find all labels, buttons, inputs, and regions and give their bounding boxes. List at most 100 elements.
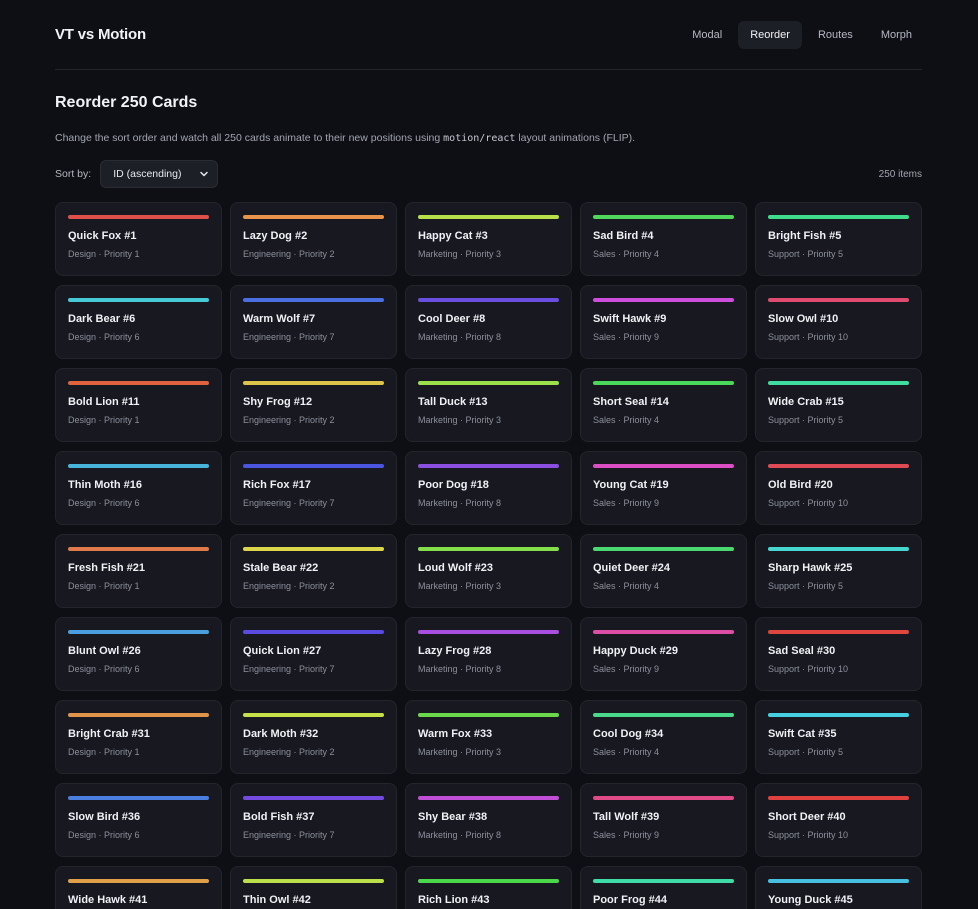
card-meta: Sales · Priority 4 [593,415,660,425]
card-meta: Sales · Priority 4 [593,747,660,757]
card-color-bar [593,879,734,883]
card[interactable]: Cool Deer #8 Marketing · Priority 8 [405,285,572,359]
card[interactable]: Poor Frog #44Sales · Priority 4 [580,866,747,909]
card-color-bar [68,381,209,385]
card[interactable]: Quick Lion #27 Engineering · Priority 7 [230,617,397,691]
card-meta: Support · Priority 10 [768,498,849,508]
sort-label: Sort by: [55,168,92,180]
card-color-bar [243,464,384,468]
card-color-bar [68,298,209,302]
card[interactable]: Short Seal #14 Sales · Priority 4 [580,368,747,442]
card-color-bar [243,215,384,219]
card[interactable]: Swift Cat #35 Support · Priority 5 [755,700,922,774]
nav-routes[interactable]: Routes [817,28,853,41]
card-meta: Engineering · Priority 2 [243,581,335,591]
card-color-bar [768,796,909,800]
card[interactable]: Bright Crab #31 Design · Priority 1 [55,700,222,774]
card[interactable]: Sharp Hawk #25 Support · Priority 5 [755,534,922,608]
card[interactable]: Dark Moth #32 Engineering · Priority 2 [230,700,397,774]
nav-modal[interactable]: Modal [692,28,723,41]
nav-reorder[interactable]: Reorder [738,20,802,49]
card[interactable]: Old Bird #20 Support · Priority 10 [755,451,922,525]
card-title: Sad Bird #4 [593,230,654,242]
card[interactable]: Young Cat #19 Sales · Priority 9 [580,451,747,525]
sort-control: Sort by: ID (ascending) [55,160,219,188]
card[interactable]: Lazy Frog #28 Marketing · Priority 8 [405,617,572,691]
card-title: Thin Moth #16 [68,479,142,491]
card-color-bar [418,630,559,634]
card-meta: Marketing · Priority 3 [418,747,502,757]
card[interactable]: Rich Fox #17 Engineering · Priority 7 [230,451,397,525]
card[interactable]: Warm Wolf #7 Engineering · Priority 7 [230,285,397,359]
card[interactable]: Shy Bear #38 Marketing · Priority 8 [405,783,572,857]
card[interactable]: Warm Fox #33 Marketing · Priority 3 [405,700,572,774]
card-meta: Marketing · Priority 8 [418,498,502,508]
card-meta: Sales · Priority 9 [593,664,660,674]
card[interactable]: Sad Seal #30 Support · Priority 10 [755,617,922,691]
card-title: Short Seal #14 [593,396,669,408]
card-meta: Engineering · Priority 7 [243,664,335,674]
card[interactable]: Tall Duck #13 Marketing · Priority 3 [405,368,572,442]
card-color-bar [593,215,734,219]
card-color-bar [593,796,734,800]
card[interactable]: Shy Frog #12 Engineering · Priority 2 [230,368,397,442]
card-title: Rich Lion #43 [418,894,490,906]
card[interactable]: Thin Moth #16 Design · Priority 6 [55,451,222,525]
card[interactable]: Happy Cat #3 Marketing · Priority 3 [405,202,572,276]
description-text: Change the sort order and watch all 250 … [55,132,444,144]
item-count: 250 items [878,168,922,180]
card-meta: Support · Priority 10 [768,664,849,674]
card[interactable]: Slow Owl #10 Support · Priority 10 [755,285,922,359]
card-title: Blunt Owl #26 [68,645,141,657]
card-color-bar [768,547,909,551]
card-color-bar [418,796,559,800]
nav-morph[interactable]: Morph [880,28,912,41]
card[interactable]: Happy Duck #29 Sales · Priority 9 [580,617,747,691]
card[interactable]: Bright Fish #5 Support · Priority 5 [755,202,922,276]
card[interactable]: Tall Wolf #39 Sales · Priority 9 [580,783,747,857]
card[interactable]: Thin Owl #42Engineering · Priority 2 [230,866,397,909]
card-title: Tall Wolf #39 [593,811,660,823]
card[interactable]: Fresh Fish #21 Design · Priority 1 [55,534,222,608]
card[interactable]: Stale Bear #22 Engineering · Priority 2 [230,534,397,608]
card[interactable]: Cool Dog #34 Sales · Priority 4 [580,700,747,774]
card-meta: Marketing · Priority 3 [418,415,502,425]
card-title: Happy Cat #3 [418,230,488,242]
sort-select[interactable]: ID (ascending) [100,160,219,188]
page-description: Change the sort order and watch all 250 … [55,132,922,144]
card[interactable]: Blunt Owl #26 Design · Priority 6 [55,617,222,691]
card[interactable]: Bold Lion #11 Design · Priority 1 [55,368,222,442]
card-color-bar [418,381,559,385]
card-color-bar [593,381,734,385]
card[interactable]: Swift Hawk #9 Sales · Priority 9 [580,285,747,359]
card[interactable]: Sad Bird #4 Sales · Priority 4 [580,202,747,276]
card-title: Quick Lion #27 [243,645,322,657]
card-title: Wide Hawk #41 [68,894,148,906]
card[interactable]: Lazy Dog #2 Engineering · Priority 2 [230,202,397,276]
card-title: Bright Crab #31 [68,728,150,740]
card-title: Sad Seal #30 [768,645,836,657]
brand-title[interactable]: VT vs Motion [55,26,146,43]
card[interactable]: Short Deer #40 Support · Priority 10 [755,783,922,857]
card[interactable]: Quick Fox #1 Design · Priority 1 [55,202,222,276]
card[interactable]: Young Duck #45Support · Priority 5 [755,866,922,909]
card-title: Short Deer #40 [768,811,846,823]
card[interactable]: Rich Lion #43Marketing · Priority 3 [405,866,572,909]
card[interactable]: Quiet Deer #24 Sales · Priority 4 [580,534,747,608]
card-color-bar [418,215,559,219]
sort-select-value: ID (ascending) [113,168,182,180]
card-meta: Sales · Priority 9 [593,498,660,508]
card-color-bar [768,713,909,717]
card-meta: Marketing · Priority 8 [418,830,502,840]
card[interactable]: Loud Wolf #23 Marketing · Priority 3 [405,534,572,608]
card[interactable]: Dark Bear #6 Design · Priority 6 [55,285,222,359]
card-title: Happy Duck #29 [593,645,678,657]
card-title: Cool Deer #8 [418,313,486,325]
card[interactable]: Wide Hawk #41Design · Priority 1 [55,866,222,909]
card[interactable]: Bold Fish #37 Engineering · Priority 7 [230,783,397,857]
card[interactable]: Wide Crab #15 Support · Priority 5 [755,368,922,442]
card-title: Poor Dog #18 [418,479,489,491]
card[interactable]: Poor Dog #18 Marketing · Priority 8 [405,451,572,525]
card[interactable]: Slow Bird #36 Design · Priority 6 [55,783,222,857]
card-meta: Engineering · Priority 2 [243,747,335,757]
